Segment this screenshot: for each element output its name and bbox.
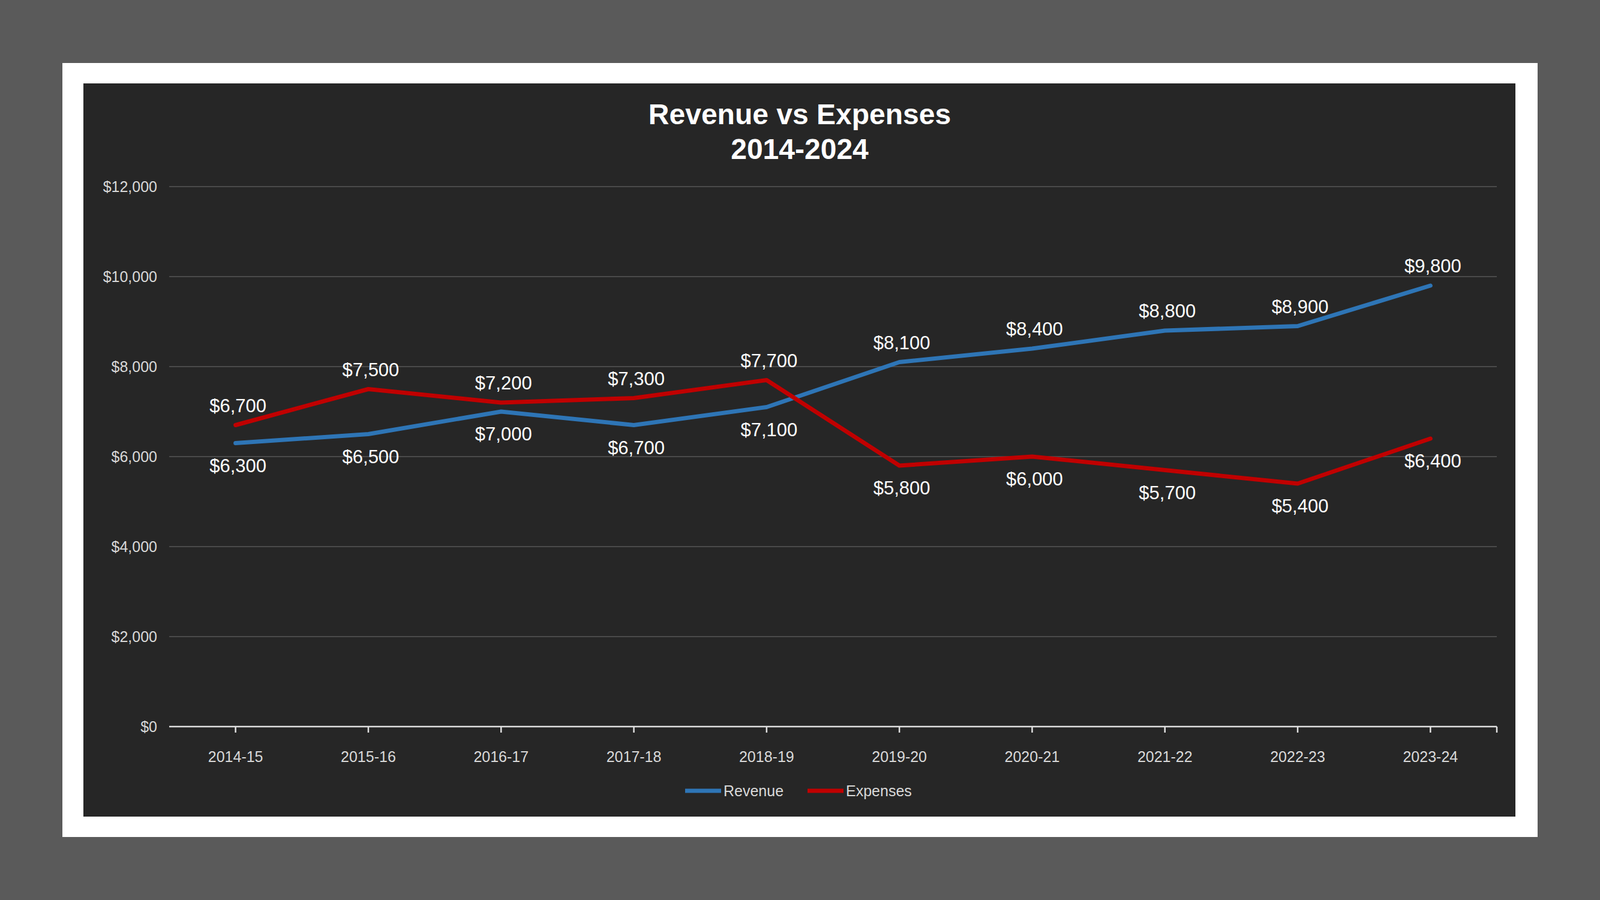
plot-area xyxy=(235,285,1431,484)
data-label: $9,800 xyxy=(1404,255,1462,277)
data-label: $8,400 xyxy=(1006,318,1064,340)
data-label: $7,500 xyxy=(342,359,400,381)
subtitle: 2014-2024 xyxy=(730,133,869,165)
x-tick xyxy=(1429,726,1432,733)
x-tick-label: 2023-24 xyxy=(1402,748,1458,765)
y-tick-label: $6,000 xyxy=(111,448,158,465)
x-tick xyxy=(1297,726,1299,733)
y-tick-label: $2,000 xyxy=(111,628,158,645)
y-tick-label: $12,000 xyxy=(103,178,158,195)
data-label: $7,200 xyxy=(475,372,533,394)
legend-label: Expenses xyxy=(845,782,912,800)
x-tick xyxy=(500,726,503,733)
grid-line xyxy=(169,635,1497,638)
data-label: $7,100 xyxy=(740,419,798,441)
x-tick xyxy=(367,726,370,733)
x-tick xyxy=(632,726,635,733)
grid-line xyxy=(169,185,1497,188)
y-tick-label: $8,000 xyxy=(111,358,158,375)
data-label: $5,400 xyxy=(1271,495,1329,517)
legend-label: Revenue xyxy=(723,782,784,800)
frame xyxy=(62,62,1538,837)
x-tick-label: 2018-19 xyxy=(739,748,795,765)
x-tick xyxy=(1164,726,1167,733)
grid-line xyxy=(169,545,1497,548)
x-tick-label: 2015-16 xyxy=(340,748,396,765)
x-tick-label: 2020-21 xyxy=(1004,748,1061,765)
x-tick-label: 2021-22 xyxy=(1137,748,1193,765)
data-label: $5,700 xyxy=(1138,482,1196,504)
data-label: $7,700 xyxy=(740,350,798,372)
data-label: $6,700 xyxy=(209,395,267,417)
x-tick xyxy=(234,726,237,733)
data-label: $7,000 xyxy=(475,423,533,445)
data-label: $7,300 xyxy=(607,368,665,390)
y-tick-label: $0 xyxy=(140,718,158,735)
legend-swatch xyxy=(807,788,844,794)
chart: Revenue vs Expenses2014-2024 $0 $2,000 $4,0… xyxy=(0,0,1600,900)
grid-line xyxy=(169,275,1497,278)
x-tick xyxy=(1496,726,1499,733)
data-label: $6,000 xyxy=(1006,468,1064,490)
x-tick xyxy=(766,726,768,733)
data-label: $6,700 xyxy=(607,437,665,459)
x-tick-label: 2019-20 xyxy=(871,748,927,765)
x-tick-label: 2014-15 xyxy=(208,748,264,765)
data-label: $6,500 xyxy=(342,446,400,468)
title: Revenue vs Expenses xyxy=(648,98,951,131)
data-label: $8,900 xyxy=(1271,296,1329,318)
y-tick-label: $10,000 xyxy=(103,268,158,285)
data-label: $6,400 xyxy=(1404,450,1462,472)
panel xyxy=(83,83,1516,817)
x-tick-label: 2016-17 xyxy=(473,748,529,765)
legend-swatch xyxy=(685,788,722,794)
data-label: $8,800 xyxy=(1138,300,1196,322)
series-line xyxy=(235,380,1431,485)
data-label: $8,100 xyxy=(873,332,931,354)
background xyxy=(0,0,1600,900)
data-label: $6,300 xyxy=(209,455,267,477)
series-line xyxy=(235,285,1431,444)
x-tick-label: 2017-18 xyxy=(606,748,662,765)
x-tick xyxy=(1031,726,1034,733)
x-tick-label: 2022-23 xyxy=(1270,748,1326,765)
data-label: $5,800 xyxy=(873,477,931,499)
y-tick-label: $4,000 xyxy=(111,538,158,555)
x-tick xyxy=(898,726,901,733)
